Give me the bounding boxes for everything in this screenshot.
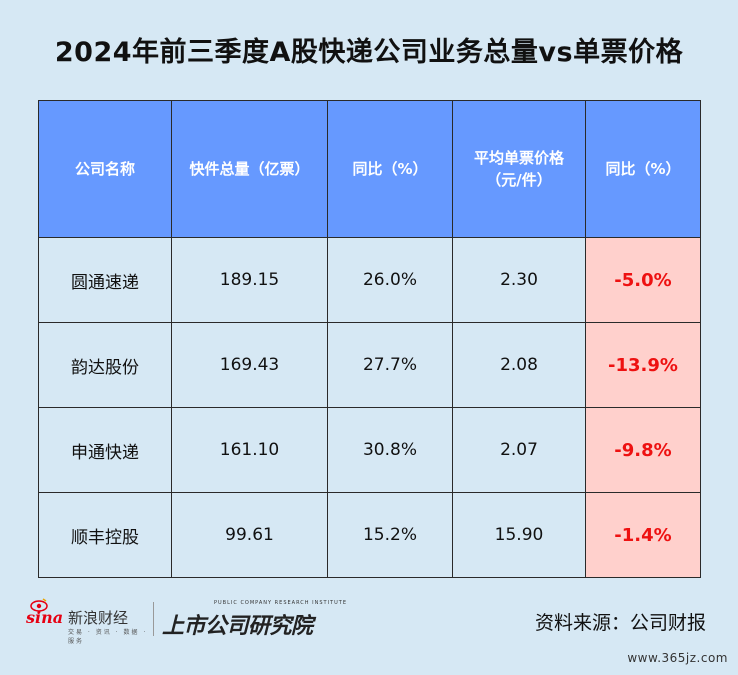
header-price-label: 平均单票价格（元/件） (473, 149, 564, 189)
cell-volume-yoy: 27.7% (327, 322, 453, 408)
sina-finance-logo: sina 新浪财经 交易 · 资讯 · 数据 · 服务 (26, 598, 151, 645)
data-table: 公司名称 快件总量（亿票） 同比（%） 平均单票价格（元/件） 同比（%） 圆通… (38, 100, 701, 578)
cell-volume: 99.61 (171, 492, 328, 578)
footer: sina 新浪财经 交易 · 资讯 · 数据 · 服务 PUBLIC COMPA… (0, 596, 738, 645)
cell-volume: 169.43 (171, 322, 328, 408)
sina-tagline: 交易 · 资讯 · 数据 · 服务 (68, 629, 148, 645)
institute-logo: PUBLIC COMPANY RESEARCH INSTITUTE 上市公司研究… (162, 600, 362, 640)
cell-company: 圆通速递 (38, 237, 172, 323)
cell-volume: 161.10 (171, 407, 328, 493)
cell-volume: 189.15 (171, 237, 328, 323)
cell-company: 申通快递 (38, 407, 172, 493)
cell-price-yoy: -9.8% (585, 407, 701, 493)
table-row: 圆通速递 189.15 26.0% 2.30 -5.0% (38, 237, 701, 323)
cell-price: 2.08 (452, 322, 586, 408)
header-row: 公司名称 快件总量（亿票） 同比（%） 平均单票价格（元/件） 同比（%） (38, 100, 701, 238)
sina-name: 新浪财经 (68, 609, 129, 627)
cell-price-yoy: -13.9% (585, 322, 701, 408)
cell-volume-yoy: 30.8% (327, 407, 453, 493)
cell-price-yoy: -1.4% (585, 492, 701, 578)
cell-volume-yoy: 26.0% (327, 237, 453, 323)
cell-price-yoy: -5.0% (585, 237, 701, 323)
watermark: www.365jz.com (627, 651, 728, 665)
cell-price: 15.90 (452, 492, 586, 578)
logo-divider (153, 602, 154, 636)
sina-wordmark: sina (26, 608, 64, 627)
cell-company: 顺丰控股 (38, 492, 172, 578)
institute-cn: 上市公司研究院 (162, 614, 313, 639)
cell-price: 2.30 (452, 237, 586, 323)
header-price-yoy: 同比（%） (585, 100, 701, 238)
cell-volume-yoy: 15.2% (327, 492, 453, 578)
header-volume: 快件总量（亿票） (171, 100, 328, 238)
institute-en: PUBLIC COMPANY RESEARCH INSTITUTE (214, 600, 347, 606)
header-price: 平均单票价格（元/件） (452, 100, 586, 238)
source-note: 资料来源：公司财报 (534, 612, 706, 634)
header-volume-yoy: 同比（%） (327, 100, 453, 238)
table-row: 顺丰控股 99.61 15.2% 15.90 -1.4% (38, 492, 701, 578)
cell-price: 2.07 (452, 407, 586, 493)
header-company: 公司名称 (38, 100, 172, 238)
cell-company: 韵达股份 (38, 322, 172, 408)
table-row: 韵达股份 169.43 27.7% 2.08 -13.9% (38, 322, 701, 408)
sina-eye-icon (30, 598, 48, 612)
table-row: 申通快递 161.10 30.8% 2.07 -9.8% (38, 407, 701, 493)
chart-title: 2024年前三季度A股快递公司业务总量vs单票价格 (54, 37, 684, 68)
